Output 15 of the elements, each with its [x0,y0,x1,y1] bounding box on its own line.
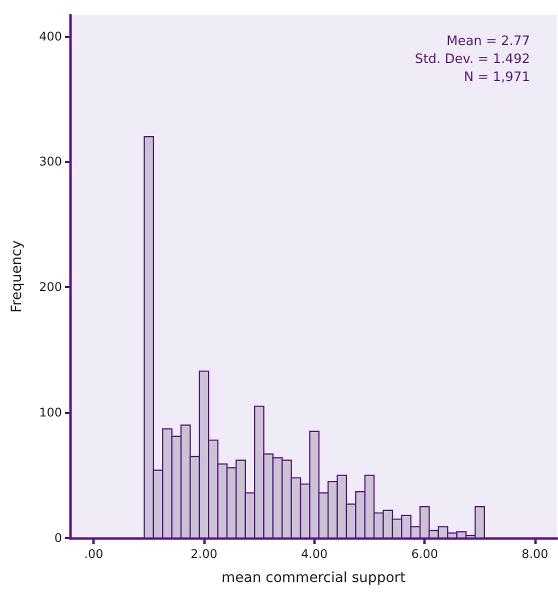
y-tick-label: 200 [39,280,62,294]
x-tick-label: .00 [84,547,104,561]
annotation: Mean = 2.77 [446,34,530,49]
x-axis-title: mean commercial support [221,570,406,586]
x-tick-label: 8.00 [522,547,548,561]
annotation: Std. Dev. = 1.492 [414,52,530,67]
y-tick-label: 100 [39,406,62,420]
x-tick-label: 2.00 [190,547,218,561]
y-tick-label: 300 [39,154,62,169]
annotation: N = 1,971 [464,70,530,85]
y-tick-label: 400 [39,29,62,44]
y-tick-label: 0 [54,531,62,545]
y-axis-title: Frequency [9,240,25,313]
x-tick-label: 6.00 [411,547,438,561]
x-tick-label: 4.00 [300,547,328,561]
